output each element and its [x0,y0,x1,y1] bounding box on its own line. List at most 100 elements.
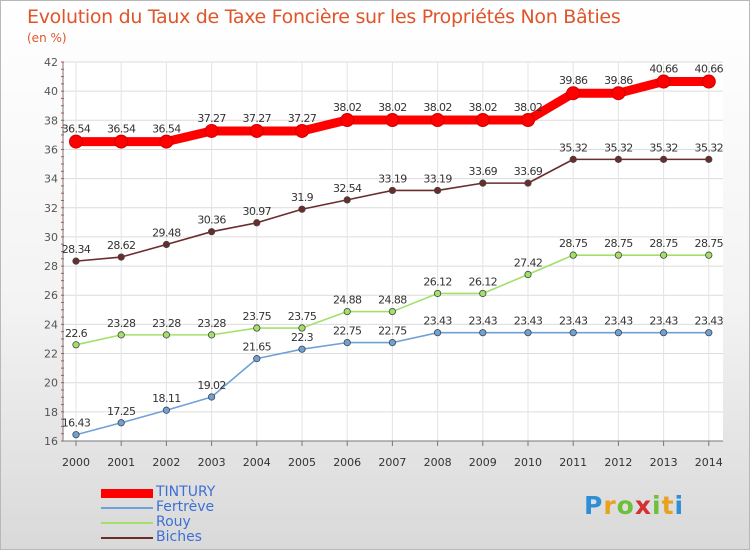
y-tick-label: 40 [44,85,58,98]
data-point [162,331,170,339]
data-point [253,219,261,227]
data-label: 23.43 [604,315,633,328]
y-tick-label: 24 [44,318,58,331]
data-label: 19.02 [197,379,226,392]
brand-letter: r [603,491,617,520]
y-tick-label: 42 [44,56,58,69]
data-label: 32.54 [333,182,362,195]
data-label: 23.43 [559,315,588,328]
data-label: 36.54 [107,123,136,136]
data-point [524,179,532,187]
data-point [705,329,713,337]
data-label: 38.02 [333,101,362,114]
data-point [340,113,355,128]
data-point [614,251,623,259]
brand-letter: o [616,491,635,520]
data-point [701,74,716,89]
data-point [72,257,80,265]
data-label: 33.69 [469,165,498,178]
x-tick-label: 2011 [559,456,587,469]
y-tick-label: 38 [44,114,58,127]
data-point [385,113,400,128]
x-tick-label: 2010 [514,456,542,469]
data-label: 37.27 [288,112,317,125]
data-point [117,253,125,261]
data-point [611,86,626,101]
data-point [569,155,577,163]
data-label: 23.43 [469,315,498,328]
data-point [659,155,668,163]
data-label: 30.36 [197,214,226,227]
data-label: 23.28 [107,317,136,330]
y-tick-label: 16 [44,435,58,448]
brand-letter: i [652,491,662,520]
data-point [566,86,581,101]
data-label: 30.97 [243,205,272,218]
brand-letter: P [584,491,604,520]
data-label: 38.02 [423,101,452,114]
legend-swatch [101,522,153,524]
data-label: 22.3 [291,331,314,344]
data-point [253,355,261,363]
brand-letter: x [634,491,652,520]
data-label: 36.54 [62,123,91,136]
data-label: 26.12 [423,275,452,288]
legend-item-rouy: Rouy [101,514,301,531]
data-label: 22.6 [65,327,88,340]
legend-swatch [101,488,153,498]
data-point [162,240,170,249]
data-label: 27.42 [514,257,543,270]
data-point [343,196,351,204]
data-label: 23.43 [695,315,724,328]
unit-label: (en %) [27,31,67,45]
data-point [117,419,125,427]
data-label: 23.43 [423,315,452,328]
x-tick-label: 2012 [604,456,632,469]
brand-letter: i [674,491,685,520]
data-point [388,307,396,316]
data-point [430,113,445,128]
x-tick-label: 2013 [650,456,678,469]
x-tick-label: 2000 [62,456,90,469]
data-label: 18.11 [152,392,181,405]
data-point [298,324,306,332]
data-point [117,331,125,339]
legend-item-fertrève: Fertrève [101,499,301,516]
data-point [705,251,713,259]
legend-swatch [101,507,153,509]
data-label: 38.02 [514,101,543,114]
data-label: 24.88 [378,294,407,307]
data-point [479,329,487,337]
data-point [524,270,532,279]
data-point [72,431,80,439]
data-label: 17.25 [107,405,136,418]
data-point [298,205,306,213]
data-point [343,307,351,316]
legend-swatch [101,537,153,539]
data-label: 35.32 [559,141,588,154]
data-point [295,123,309,138]
data-point [72,341,80,349]
data-label: 28.75 [604,237,633,250]
data-label: 37.27 [197,112,226,125]
y-tick-label: 18 [44,406,58,419]
data-point [524,329,532,337]
data-point [433,186,442,195]
legend-item-tintury: TINTURY [101,484,301,501]
data-point [614,155,623,163]
data-label: 23.75 [243,310,272,323]
data-point [659,251,668,259]
data-point [433,329,442,337]
data-label: 29.48 [152,227,181,240]
data-point [253,324,261,332]
data-label: 28.62 [107,239,136,252]
data-label: 23.75 [288,310,317,323]
data-label: 23.43 [649,315,678,328]
y-tick-label: 26 [44,289,58,302]
data-point [479,289,487,298]
data-point [388,186,396,195]
y-tick-label: 32 [44,202,58,215]
y-tick-label: 36 [44,143,58,156]
data-label: 23.28 [152,317,181,330]
